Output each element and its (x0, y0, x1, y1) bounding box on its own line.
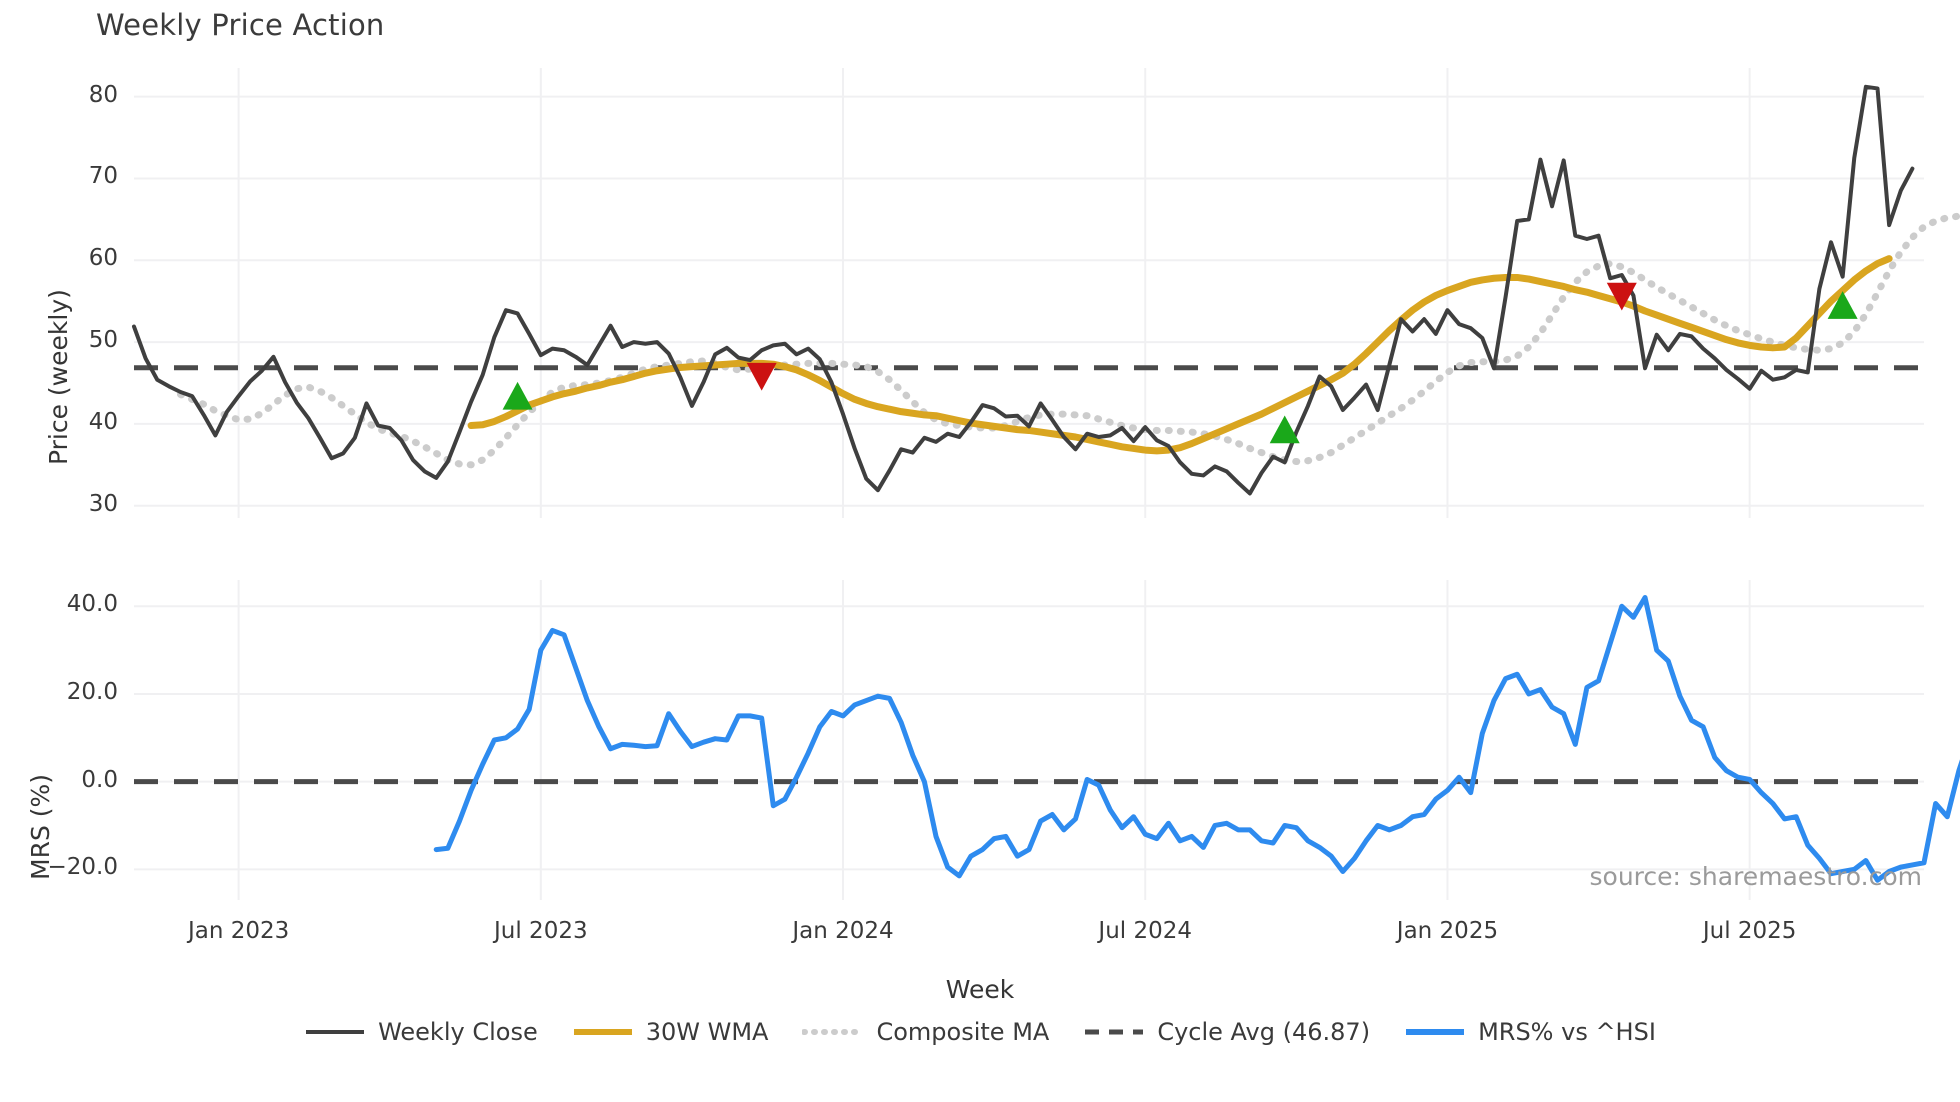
legend-swatch-dashed (1085, 1029, 1144, 1035)
legend-label: MRS% vs ^HSI (1478, 1018, 1656, 1046)
price-plot-area (132, 68, 1960, 518)
legend-swatch-solid (1406, 1029, 1465, 1035)
y-tick-label: 20.0 (66, 678, 118, 705)
price-axis-label: Price (weekly) (44, 289, 73, 465)
y-tick-label: 40 (88, 408, 118, 435)
y-tick-label: 60 (88, 245, 118, 272)
legend-swatch-solid (306, 1030, 365, 1034)
legend-label: Weekly Close (378, 1018, 538, 1046)
legend-label: 30W WMA (645, 1018, 769, 1046)
y-tick-label: 70 (88, 163, 118, 190)
x-tick-label: Jan 2024 (792, 918, 894, 944)
legend-item[interactable]: 30W WMA (572, 1018, 769, 1046)
legend-item[interactable]: Composite MA (802, 1018, 1049, 1046)
x-tick-label: Jul 2024 (1098, 918, 1193, 944)
legend-label: Cycle Avg (46.87) (1157, 1018, 1371, 1046)
buy-signal-marker[interactable] (1269, 415, 1300, 444)
x-tick-label: Jan 2025 (1396, 918, 1499, 944)
x-axis-label: Week (945, 975, 1015, 1004)
y-tick-label: 40.0 (66, 591, 118, 618)
y-tick-label: 0.0 (81, 766, 118, 793)
mrs-plot-area (134, 580, 1960, 900)
series-line-30w-wma (467, 255, 1893, 455)
series-line-weekly-close (132, 84, 1915, 496)
y-tick-label: 50 (88, 327, 118, 354)
series-line-mrs-vs-hsi (433, 595, 1960, 883)
y-tick-label: 30 (88, 490, 118, 517)
legend-label: Composite MA (876, 1018, 1050, 1046)
legend-item[interactable]: Cycle Avg (46.87) (1083, 1018, 1370, 1046)
y-tick-label: −20.0 (47, 854, 118, 881)
y-tick-label: 80 (88, 81, 118, 108)
x-tick-label: Jul 2023 (494, 918, 588, 944)
legend-item[interactable]: Weekly Close (304, 1018, 538, 1046)
series-line-composite-ma (176, 212, 1960, 469)
x-tick-label: Jan 2023 (187, 918, 290, 944)
legend-swatch-dotted (802, 1029, 865, 1035)
sell-signal-marker[interactable] (1606, 282, 1637, 311)
page-title: Weekly Price Action (96, 8, 385, 42)
sell-signal-marker[interactable] (746, 362, 777, 391)
source-watermark: source: sharemaestro.com (1589, 862, 1923, 891)
chart-legend: Weekly Close 30W WMA Composite MA Cycle Avg… (0, 1018, 1960, 1046)
legend-item[interactable]: MRS% vs ^HSI (1404, 1018, 1656, 1046)
buy-signal-marker[interactable] (502, 381, 533, 410)
x-tick-label: Jul 2025 (1702, 918, 1797, 944)
legend-swatch-solid (573, 1029, 632, 1035)
buy-signal-marker[interactable] (1827, 291, 1858, 319)
